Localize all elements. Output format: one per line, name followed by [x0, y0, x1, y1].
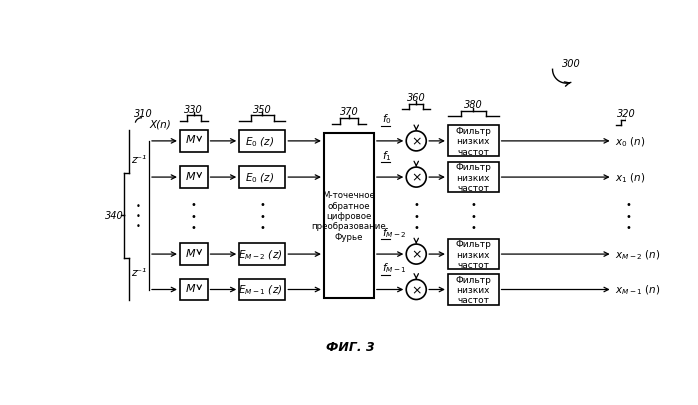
Text: $x_{M-1}$ $(n)$: $x_{M-1}$ $(n)$: [615, 283, 660, 296]
Circle shape: [406, 168, 426, 188]
Circle shape: [406, 132, 426, 151]
Text: z⁻¹: z⁻¹: [131, 155, 146, 164]
Text: •
•
•: • • •: [625, 200, 631, 232]
Text: M: M: [186, 248, 195, 258]
Bar: [180, 167, 207, 188]
Text: $x_0$ $(n)$: $x_0$ $(n)$: [615, 135, 645, 148]
Bar: [239, 279, 285, 301]
Bar: [448, 162, 498, 193]
Text: M: M: [186, 135, 195, 145]
Bar: [324, 134, 374, 298]
Text: ×: ×: [411, 284, 422, 296]
Bar: [239, 167, 285, 188]
Text: ×: ×: [411, 135, 422, 148]
Circle shape: [406, 280, 426, 300]
Text: •
•
•: • • •: [136, 201, 141, 231]
Text: $E_0$ (z): $E_0$ (z): [245, 171, 274, 184]
Bar: [448, 275, 498, 305]
Text: 380: 380: [464, 100, 482, 110]
Text: Фильтр
низких
частот: Фильтр низких частот: [455, 127, 491, 156]
Text: М-точечное
обратное
цифровое
преобразование
Фурье: М-точечное обратное цифровое преобразова…: [311, 191, 386, 241]
Text: Фильтр
низких
частот: Фильтр низких частот: [455, 275, 491, 305]
Circle shape: [406, 245, 426, 264]
Bar: [180, 131, 207, 152]
Text: $f_0$: $f_0$: [383, 113, 392, 126]
Text: $E_{M-2}$ (z): $E_{M-2}$ (z): [238, 248, 282, 261]
Text: ФИГ. 3: ФИГ. 3: [327, 340, 375, 353]
Text: 330: 330: [184, 104, 203, 114]
Text: M: M: [186, 283, 195, 293]
Text: $x_{M-2}$ $(n)$: $x_{M-2}$ $(n)$: [615, 248, 660, 261]
Text: $x_1$ $(n)$: $x_1$ $(n)$: [615, 171, 645, 184]
Text: •
•
•: • • •: [260, 200, 265, 232]
Bar: [448, 126, 498, 157]
Text: •
•
•: • • •: [413, 200, 419, 232]
Text: Фильтр
низких
частот: Фильтр низких частот: [455, 240, 491, 269]
Text: 350: 350: [253, 104, 272, 114]
Bar: [239, 131, 285, 152]
Text: •
•
•: • • •: [191, 200, 197, 232]
Text: $f_{M-2}$: $f_{M-2}$: [383, 225, 407, 239]
Text: 370: 370: [339, 107, 358, 117]
Text: 340: 340: [105, 211, 124, 221]
Text: z⁻¹: z⁻¹: [131, 267, 146, 277]
Text: $E_{M-1}$ (z): $E_{M-1}$ (z): [238, 283, 282, 296]
Bar: [448, 239, 498, 270]
Text: ×: ×: [411, 171, 422, 184]
Bar: [180, 244, 207, 265]
Text: $E_0$ (z): $E_0$ (z): [245, 135, 274, 148]
Text: ×: ×: [411, 248, 422, 261]
Text: $f_1$: $f_1$: [383, 149, 392, 162]
Bar: [180, 279, 207, 301]
Text: X(n): X(n): [149, 119, 171, 129]
Bar: [239, 244, 285, 265]
Text: 320: 320: [617, 109, 635, 119]
Text: Фильтр
низких
частот: Фильтр низких частот: [455, 163, 491, 192]
Text: 360: 360: [407, 93, 426, 103]
Text: 300: 300: [562, 59, 581, 68]
Text: •
•
•: • • •: [470, 200, 476, 232]
Text: 310: 310: [133, 109, 152, 119]
Text: $f_{M-1}$: $f_{M-1}$: [383, 261, 407, 275]
Text: M: M: [186, 171, 195, 181]
